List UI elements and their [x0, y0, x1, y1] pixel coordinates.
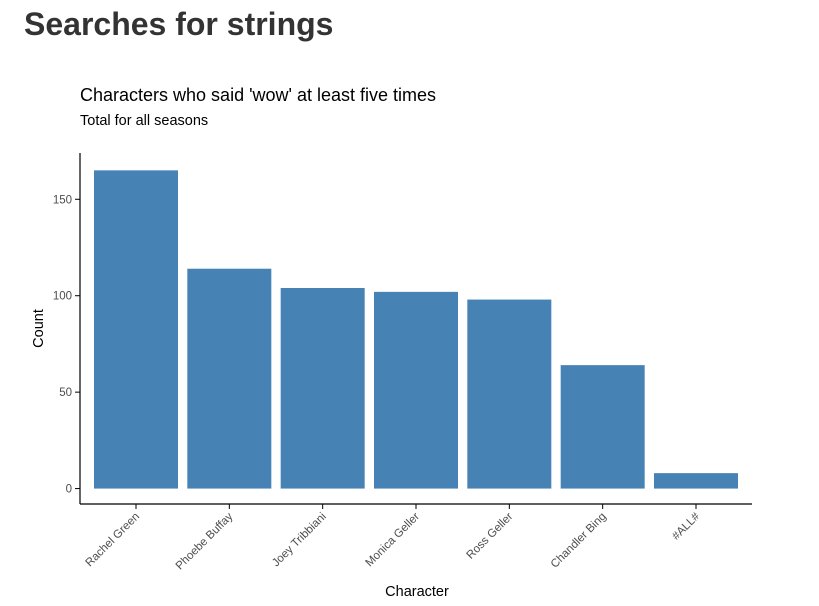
- x-axis-title: Character: [385, 584, 449, 600]
- x-ticks-layer: Rachel Green Phoebe Buffay Joey Tribbiani M…: [83, 504, 703, 572]
- bar: [654, 473, 738, 489]
- bar: [187, 268, 272, 489]
- chart-title: Characters who said 'wow' at least five …: [80, 85, 436, 105]
- y-tick-label: 100: [53, 291, 72, 303]
- x-tick-label: Chandler Bing: [549, 511, 609, 571]
- bar: [467, 299, 552, 489]
- bar: [94, 170, 178, 489]
- x-tick-label: Joey Tribbiani: [270, 511, 329, 570]
- chart-subtitle: Total for all seasons: [80, 113, 208, 129]
- x-tick-label: Monica Geller: [363, 511, 422, 570]
- y-tick-label: 0: [66, 484, 72, 496]
- page-heading: Searches for strings: [24, 6, 334, 42]
- x-tick-label: #ALL#: [670, 510, 702, 542]
- y-tick-label: 150: [53, 194, 72, 206]
- x-tick-label: Rachel Green: [83, 511, 142, 570]
- bar: [374, 291, 458, 489]
- y-axis-title: Count: [31, 309, 47, 348]
- y-ticks-layer: 0 50 100 150: [53, 194, 80, 496]
- y-tick-label: 50: [59, 387, 72, 399]
- x-tick-label: Ross Geller: [464, 511, 515, 562]
- x-tick-label: Phoebe Buffay: [174, 510, 236, 572]
- bar: [560, 365, 645, 489]
- bar: [280, 288, 365, 489]
- bars-layer: [94, 170, 738, 489]
